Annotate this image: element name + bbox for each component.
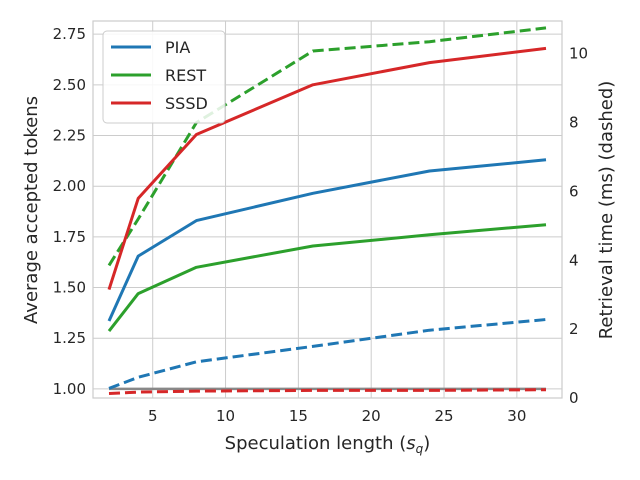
x-tick-label-4: 25 xyxy=(434,407,453,425)
y2-tick-label-3: 6 xyxy=(569,182,579,200)
plot-frame xyxy=(92,20,563,399)
legend-label-rest: REST xyxy=(165,66,206,85)
x-axis-ticks: 5 10 15 20 25 30 xyxy=(148,407,526,425)
legend-label-sssd: SSSD xyxy=(165,94,208,113)
x-axis-label: Speculation length (sq) xyxy=(225,433,431,456)
pia-retrieval-line xyxy=(108,318,547,390)
rest-retrieval-line xyxy=(107,26,547,267)
x-tick-label-0: 5 xyxy=(148,407,158,425)
y-axis-label: Average accepted tokens xyxy=(21,96,42,324)
legend-box xyxy=(102,30,226,124)
legend-label-pia: PIA xyxy=(165,38,190,57)
y2-tick-label-2: 4 xyxy=(569,251,579,269)
y-tick-label-3: 1.75 xyxy=(53,228,86,246)
grid xyxy=(93,21,562,398)
x-tick-label-1: 10 xyxy=(216,407,235,425)
series-layer xyxy=(107,26,547,395)
rest-tokens-line xyxy=(107,223,547,333)
y-tick-label-1: 1.25 xyxy=(53,329,86,347)
y-tick-label-5: 2.25 xyxy=(53,127,86,145)
y2-tick-label-0: 0 xyxy=(569,389,579,407)
y-tick-label-7: 2.75 xyxy=(53,25,86,43)
y2-tick-label-1: 2 xyxy=(569,320,579,338)
legend: PIA REST SSSD xyxy=(102,30,226,124)
y2-tick-label-4: 8 xyxy=(569,114,579,132)
y2-tick-label-5: 10 xyxy=(569,45,588,63)
x-tick-label-3: 20 xyxy=(362,407,381,425)
y2-axis-label: Retrieval time (ms) (dashed) xyxy=(596,81,617,340)
y-tick-label-6: 2.50 xyxy=(53,76,86,94)
x-tick-label-5: 30 xyxy=(507,407,526,425)
x-tick-label-2: 15 xyxy=(289,407,308,425)
y-axis-ticks: 1.00 1.25 1.50 1.75 2.00 2.25 2.50 2.75 xyxy=(53,25,86,398)
y2-axis-ticks: 0 2 4 6 8 10 xyxy=(569,45,588,407)
y-tick-label-4: 2.00 xyxy=(53,177,86,195)
sssd-retrieval-line xyxy=(108,388,547,395)
pia-tokens-line xyxy=(107,158,547,322)
y-tick-label-2: 1.50 xyxy=(53,279,86,297)
y-tick-label-0: 1.00 xyxy=(53,380,86,398)
legend-entries: PIA REST SSSD xyxy=(111,38,208,113)
sssd-tokens-line xyxy=(107,46,547,291)
